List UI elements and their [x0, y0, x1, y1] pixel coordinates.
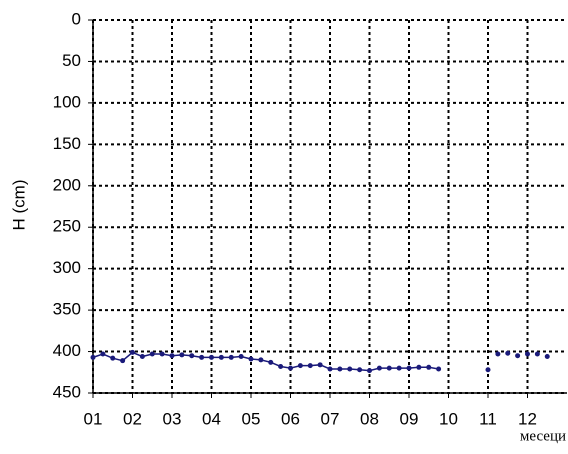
y-tick-label: 400 [53, 341, 81, 360]
data-point [495, 351, 501, 357]
x-tick-label: 10 [439, 409, 458, 428]
data-point [406, 365, 412, 371]
data-point [327, 366, 333, 372]
data-point [238, 354, 244, 360]
data-point [248, 356, 254, 362]
x-tick-label: 09 [400, 409, 419, 428]
data-point [436, 366, 442, 372]
y-tick-label: 450 [53, 382, 81, 401]
x-tick-label: 03 [163, 409, 182, 428]
data-point [357, 367, 363, 373]
data-point [386, 365, 392, 371]
y-tick-label: 0 [72, 9, 81, 28]
data-point [130, 349, 135, 355]
x-tick-label: 01 [84, 409, 103, 428]
data-point [189, 353, 195, 359]
data-point [139, 354, 145, 360]
y-tick-label: 100 [53, 92, 81, 111]
data-point [209, 354, 214, 360]
x-tick-label: 05 [242, 409, 261, 428]
x-tick-label: 02 [123, 409, 142, 428]
data-point [100, 351, 106, 357]
data-point [534, 351, 540, 357]
data-point [110, 355, 116, 361]
data-point [347, 366, 353, 372]
data-point [297, 363, 303, 369]
y-tick-label: 200 [53, 175, 81, 194]
y-tick-label: 250 [53, 217, 81, 236]
y-tick-label: 350 [53, 300, 81, 319]
data-point [396, 365, 402, 371]
data-point [199, 354, 205, 360]
x-tick-label: 06 [281, 409, 300, 428]
data-point [426, 364, 432, 370]
data-point [337, 366, 343, 372]
y-tick-label: 150 [53, 134, 81, 153]
data-point [120, 358, 126, 364]
data-point [367, 368, 372, 374]
x-tick-label: 07 [321, 409, 340, 428]
x-tick-label: 11 [479, 409, 497, 428]
data-point [228, 354, 234, 360]
data-point [218, 354, 224, 360]
data-point [268, 359, 274, 365]
data-point [288, 365, 293, 371]
data-point [525, 351, 530, 357]
x-axis-label: месеци [520, 428, 566, 444]
data-point [307, 363, 313, 369]
data-point [179, 352, 185, 358]
x-tick-label: 12 [518, 409, 537, 428]
y-tick-label: 50 [62, 51, 81, 70]
data-point [505, 350, 511, 356]
x-tick-label: 08 [360, 409, 379, 428]
data-point [278, 363, 284, 369]
data-point [376, 365, 382, 371]
y-tick-label: 300 [53, 258, 81, 277]
data-point [515, 353, 521, 359]
data-point [416, 364, 422, 370]
data-point [485, 367, 491, 373]
data-point [159, 351, 165, 357]
data-point [149, 351, 155, 357]
data-point [544, 354, 550, 360]
y-axis-label: H (cm) [9, 180, 28, 231]
data-point [90, 354, 96, 360]
x-tick-label: 04 [202, 409, 221, 428]
data-point [258, 357, 264, 363]
data-point [317, 362, 323, 368]
data-point [169, 353, 175, 359]
